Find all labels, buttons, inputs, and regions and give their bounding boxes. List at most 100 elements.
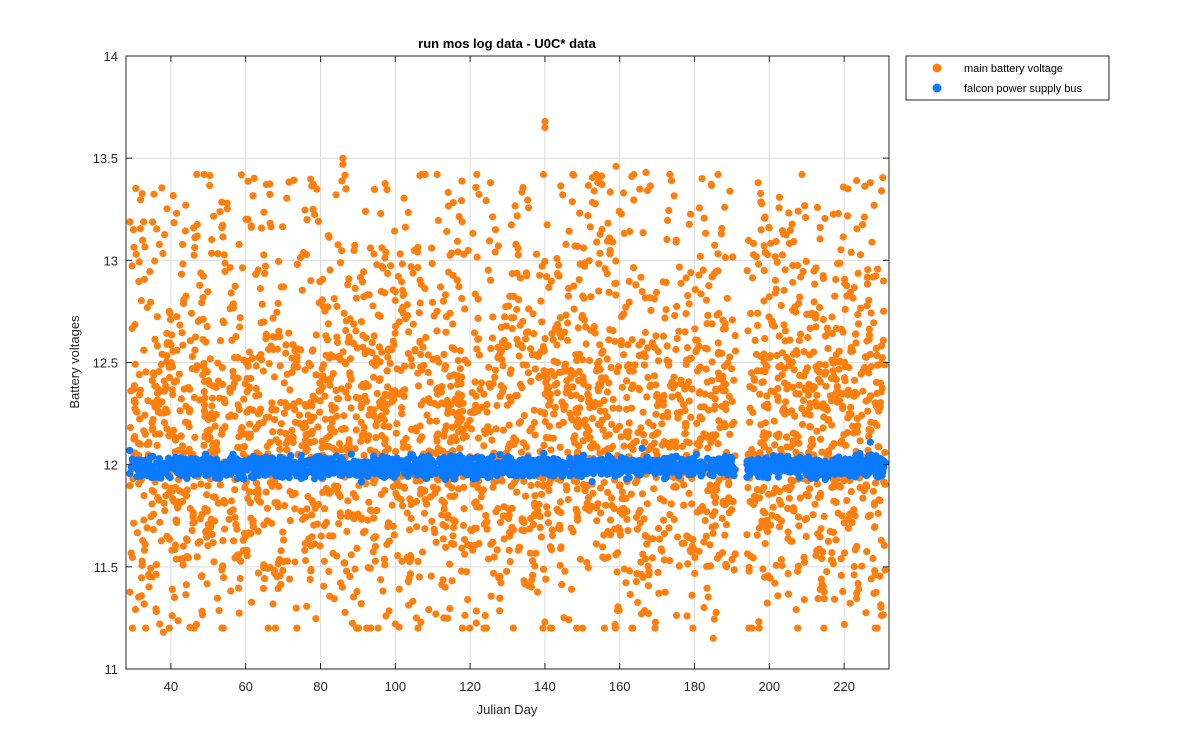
- main-battery-point: [384, 383, 392, 391]
- main-battery-point: [268, 406, 276, 414]
- main-battery-point: [398, 557, 406, 565]
- main-battery-point: [867, 427, 875, 435]
- main-battery-point: [157, 360, 165, 369]
- main-battery-point: [404, 443, 412, 451]
- main-battery-point: [835, 365, 843, 373]
- main-battery-point: [555, 421, 563, 429]
- main-battery-point: [295, 420, 303, 428]
- main-battery-point: [557, 182, 565, 190]
- main-battery-point: [794, 624, 802, 632]
- main-battery-point: [491, 366, 499, 374]
- main-battery-point: [444, 406, 452, 414]
- main-battery-point: [560, 328, 569, 336]
- main-battery-point: [682, 420, 690, 428]
- falcon-bus-point: [463, 471, 471, 479]
- main-battery-point: [826, 392, 835, 400]
- main-battery-point: [832, 536, 840, 544]
- main-battery-point: [246, 405, 254, 413]
- main-battery-point: [788, 220, 796, 228]
- main-battery-point: [370, 250, 378, 258]
- main-battery-point: [703, 320, 711, 328]
- main-battery-point: [536, 408, 545, 416]
- main-battery-point: [414, 624, 422, 632]
- main-battery-point: [391, 322, 400, 331]
- main-battery-point: [318, 444, 326, 452]
- main-battery-point: [456, 347, 464, 355]
- main-battery-point: [537, 533, 545, 541]
- main-battery-point: [795, 522, 803, 530]
- main-battery-point: [789, 278, 797, 286]
- main-battery-point: [854, 579, 862, 588]
- main-battery-point: [494, 343, 502, 351]
- main-battery-point: [617, 210, 626, 218]
- main-battery-point: [655, 535, 664, 543]
- main-battery-point: [594, 420, 603, 428]
- main-battery-point: [870, 589, 878, 598]
- main-battery-point: [256, 408, 264, 416]
- main-battery-point: [190, 482, 198, 490]
- main-battery-point: [316, 397, 324, 405]
- main-battery-point: [815, 360, 824, 368]
- main-battery-point: [798, 404, 806, 412]
- main-battery-point: [235, 584, 243, 592]
- main-battery-point: [364, 516, 372, 524]
- main-battery-point: [622, 579, 630, 587]
- main-battery-point: [714, 170, 722, 179]
- main-battery-point: [245, 348, 254, 356]
- main-battery-point: [140, 427, 148, 435]
- falcon-bus-point: [657, 463, 665, 472]
- main-battery-point: [500, 336, 508, 344]
- main-battery-point: [388, 389, 396, 397]
- main-battery-point: [355, 394, 363, 402]
- main-battery-point: [128, 262, 136, 270]
- main-battery-point: [585, 494, 593, 502]
- main-battery-point: [543, 273, 551, 281]
- main-battery-point: [243, 552, 251, 560]
- main-battery-point: [289, 438, 297, 446]
- main-battery-point: [157, 537, 165, 545]
- main-battery-point: [667, 177, 676, 185]
- main-battery-point: [594, 364, 602, 372]
- main-battery-point: [210, 558, 218, 566]
- main-battery-point: [647, 442, 655, 450]
- main-battery-point: [721, 203, 729, 211]
- main-battery-point: [433, 385, 441, 393]
- main-battery-point: [766, 574, 774, 582]
- main-battery-point: [549, 434, 558, 442]
- main-battery-point: [681, 385, 689, 393]
- main-battery-point: [564, 448, 572, 456]
- main-battery-point: [240, 529, 249, 538]
- main-battery-point: [404, 350, 412, 358]
- main-battery-point: [534, 588, 542, 596]
- main-battery-point: [819, 315, 827, 324]
- main-battery-point: [351, 284, 359, 292]
- falcon-bus-point: [829, 456, 837, 465]
- main-battery-point: [179, 542, 187, 550]
- main-battery-point: [596, 484, 605, 492]
- main-battery-point: [185, 408, 193, 416]
- main-battery-point: [637, 610, 646, 618]
- main-battery-point: [840, 519, 848, 527]
- main-battery-point: [865, 296, 873, 304]
- main-battery-point: [473, 253, 481, 261]
- main-battery-point: [439, 297, 447, 305]
- main-battery-point: [487, 592, 495, 600]
- main-battery-point: [461, 305, 469, 313]
- main-battery-point: [829, 359, 837, 367]
- main-battery-point: [140, 600, 148, 608]
- main-battery-point: [623, 515, 631, 524]
- main-battery-point: [234, 401, 242, 409]
- main-battery-point: [155, 367, 163, 375]
- main-battery-point: [337, 579, 345, 587]
- main-battery-point: [235, 551, 243, 559]
- main-battery-point: [312, 331, 320, 339]
- main-battery-point: [811, 398, 819, 406]
- main-battery-point: [584, 211, 592, 220]
- main-battery-point: [357, 600, 365, 608]
- main-battery-point: [340, 559, 348, 567]
- main-battery-point: [277, 283, 285, 291]
- main-battery-point: [691, 569, 699, 578]
- main-battery-point: [814, 494, 823, 502]
- main-battery-point: [643, 500, 651, 508]
- main-battery-point: [588, 414, 597, 422]
